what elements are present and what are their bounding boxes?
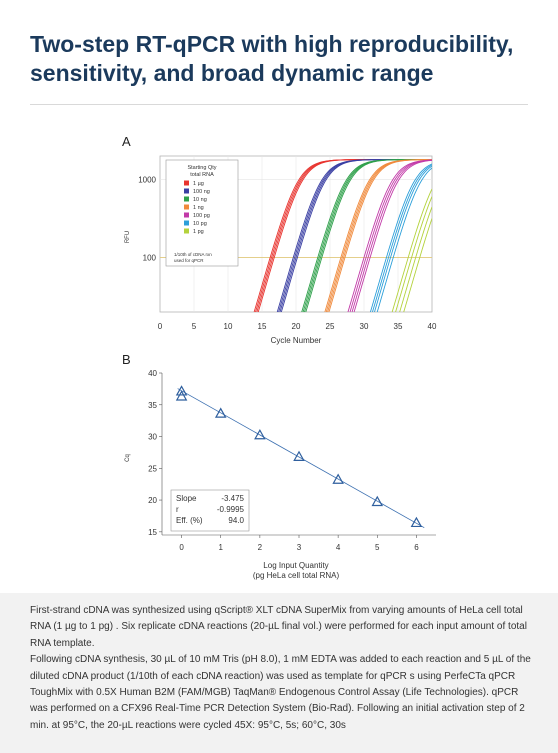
- y-tick-label-b: 30: [148, 433, 157, 442]
- amplification-curve: [369, 163, 432, 312]
- y-tick-label-a: 100: [143, 253, 157, 262]
- title-divider: [30, 104, 528, 105]
- x-tick-label-a: 0: [158, 322, 163, 331]
- legend-swatch: [184, 220, 189, 226]
- x-tick-label-a: 5: [192, 322, 197, 331]
- panel-a-label: A: [122, 134, 131, 149]
- legend-item-label: 1 pg: [193, 229, 204, 235]
- x-axis-label-b-line-1: Log Input Quantity: [263, 561, 328, 570]
- x-tick-label-a: 15: [258, 322, 267, 331]
- amplification-chart: 0 5 10 15 20 25 30 35 40 100 1000 Cycle Number RF…: [125, 155, 437, 345]
- amplification-curve: [325, 159, 432, 312]
- legend-item-label: 100 ng: [193, 189, 210, 195]
- data-point: [175, 385, 188, 396]
- amplification-curve: [305, 159, 432, 312]
- figure-caption: First-strand cDNA was synthesized using …: [30, 603, 535, 734]
- stat-value: -0.9995: [217, 505, 245, 514]
- caption-panel: [0, 593, 558, 753]
- legend-swatch: [184, 180, 189, 186]
- amplification-curve: [349, 159, 432, 312]
- stats-box-frame: [170, 489, 250, 532]
- data-point: [254, 429, 266, 440]
- x-tick-label-b: 5: [375, 543, 380, 552]
- stat-value: 94.0: [228, 516, 244, 525]
- amplification-curve: [374, 165, 432, 312]
- y-tick-label-b: 40: [148, 369, 157, 378]
- x-tick-label-b: 4: [336, 543, 341, 552]
- x-tick-label-a: 25: [326, 322, 335, 331]
- amplification-curve: [328, 159, 432, 312]
- data-point: [293, 450, 305, 461]
- legend-item-label: 100 pg: [193, 213, 210, 219]
- amplification-curve: [353, 159, 432, 312]
- stats-box: Slope -3.475 r -0.9995 Eff. (%) 94.0: [170, 489, 250, 532]
- x-tick-label-b: 2: [258, 543, 263, 552]
- y-tick-label-b: 15: [148, 528, 157, 537]
- legend-swatch: [184, 188, 189, 194]
- data-point: [371, 495, 384, 507]
- y-axis-label-b: Cq: [125, 454, 131, 462]
- x-tick-label-a: 40: [428, 322, 437, 331]
- y-tick-label-b: 20: [148, 496, 157, 505]
- caption-paragraph-1: First-strand cDNA was synthesized using …: [30, 605, 527, 649]
- x-tick-label-b: 6: [414, 543, 419, 552]
- amplification-curve: [376, 167, 432, 312]
- legend-swatch: [184, 212, 189, 218]
- amplification-curve: [371, 164, 432, 312]
- stat-label: r: [176, 505, 179, 514]
- legend-swatch: [184, 204, 189, 210]
- data-point: [332, 473, 344, 484]
- y-tick-label-a: 1000: [138, 175, 156, 184]
- page-title: Two-step RT-qPCR with high reproducibili…: [30, 31, 514, 86]
- stat-label: Slope: [176, 494, 197, 503]
- x-tick-label-a: 35: [394, 322, 403, 331]
- x-axis-label-b-line-2: (pg HeLa cell total RNA): [253, 571, 340, 580]
- legend-item-label: 10 ng: [193, 197, 207, 203]
- legend-item-label: 1 ng: [193, 205, 204, 211]
- y-tick-label-b: 35: [148, 401, 157, 410]
- legend-title-line-1: Starting Qty: [187, 165, 216, 171]
- x-tick-label-a: 10: [224, 322, 233, 331]
- legend-note-line-2: used for qPCR: [174, 258, 204, 263]
- legend-box-a: [165, 159, 239, 267]
- y-axis-label-a: RFU: [125, 231, 131, 243]
- stat-value: -3.475: [221, 494, 244, 503]
- x-tick-label-b: 1: [218, 543, 223, 552]
- caption-paragraph-2: Following cDNA synthesis, 30 µL of 10 mM…: [30, 654, 531, 731]
- y-tick-label-b: 25: [148, 464, 157, 473]
- amplification-curve: [351, 159, 432, 312]
- data-point: [214, 407, 227, 418]
- legend-note-line-1: 1/10th of cDNA rxn: [174, 252, 212, 257]
- legend-item-label: 1 µg: [193, 181, 204, 187]
- x-tick-label-b: 0: [179, 543, 184, 552]
- x-tick-label-a: 20: [292, 322, 301, 331]
- standard-curve-chart: 0 1 2 3 4 5 6 15 20 25 30 35 40 Slope -3.475 r -0.9995…: [125, 369, 436, 580]
- amplification-curve: [324, 159, 432, 312]
- data-point: [410, 516, 423, 528]
- legend-title-line-2: total RNA: [190, 172, 214, 178]
- x-axis-label-a: Cycle Number: [271, 336, 322, 345]
- amplification-curve: [327, 159, 432, 312]
- data-point: [175, 390, 188, 401]
- x-tick-label-a: 30: [360, 322, 369, 331]
- legend-item-label: 10 pg: [193, 221, 207, 227]
- stat-label: Eff. (%): [176, 516, 203, 525]
- legend-a: Starting Qty total RNA 1 µg 100 ng 10 ng 1 …: [165, 159, 239, 267]
- legend-swatch: [184, 196, 189, 202]
- x-tick-label-b: 3: [297, 543, 302, 552]
- legend-swatch: [184, 228, 189, 234]
- panel-b-label: B: [122, 352, 131, 367]
- amplification-curve: [347, 159, 432, 312]
